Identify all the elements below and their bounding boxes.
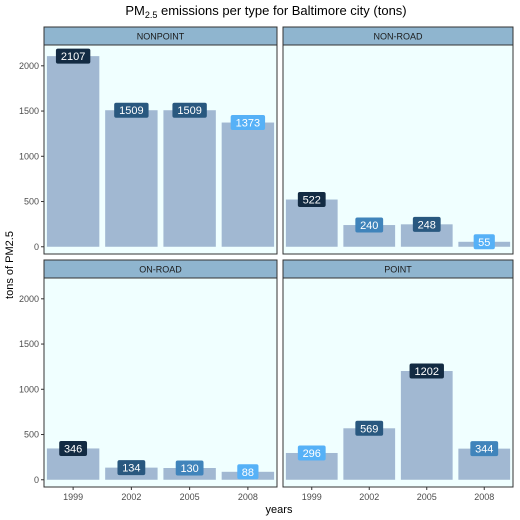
data-label-box xyxy=(470,441,499,457)
y-tick-label: 500 xyxy=(24,197,39,207)
data-label-box xyxy=(409,363,444,379)
data-label: 522 xyxy=(297,192,326,208)
data-label-box xyxy=(175,460,204,476)
data-label-text: 2107 xyxy=(61,51,85,63)
x-tick-label: 2002 xyxy=(359,492,379,502)
y-axis-title: tons of PM2.5 xyxy=(4,231,16,299)
x-tick-label: 2002 xyxy=(121,492,141,502)
facet-panel-nonpoint: NONPOINT 2107 1509 1509 1373 0 500 1000 1500 2000 xyxy=(19,26,278,255)
y-tick-label: 1000 xyxy=(19,151,39,161)
data-label: 130 xyxy=(175,460,204,476)
y-tick-label: 0 xyxy=(34,242,39,252)
y-tick-label: 2000 xyxy=(19,294,39,304)
y-tick-label: 500 xyxy=(24,430,39,440)
facet-panel-on-road: ON-ROAD 346 134 130 88 0 500 1000 1500 2000 1999 20… xyxy=(19,259,278,502)
y-tick-label: 1500 xyxy=(19,339,39,349)
data-label-text: 296 xyxy=(303,448,321,460)
data-label-box xyxy=(55,48,91,64)
facet-strip-label: ON-ROAD xyxy=(139,265,182,275)
facet-panels: NONPOINT 2107 1509 1509 1373 0 500 1000 1500 2000… xyxy=(19,26,514,502)
data-label: 134 xyxy=(117,460,146,476)
data-label-text: 134 xyxy=(122,463,140,475)
data-label-text: 130 xyxy=(180,463,198,475)
x-tick-label: 2005 xyxy=(180,492,200,502)
bar-non-road-1999 xyxy=(285,199,338,247)
data-label-box xyxy=(237,464,259,480)
data-label-text: 1509 xyxy=(119,105,143,117)
bar-nonpoint-1999 xyxy=(46,56,100,247)
x-tick-label: 2008 xyxy=(474,492,494,502)
data-label: 346 xyxy=(59,440,88,456)
data-label-box xyxy=(355,217,384,233)
x-tick-label: 1999 xyxy=(302,492,322,502)
facet-strip-label: NONPOINT xyxy=(137,32,185,42)
data-label: 55 xyxy=(473,234,495,250)
data-label-text: 1202 xyxy=(415,366,439,378)
x-axis-title: years xyxy=(266,504,293,516)
bar-nonpoint-2005 xyxy=(163,110,216,247)
panel-border xyxy=(282,277,514,488)
x-tick-label: 2005 xyxy=(417,492,437,502)
bar-point-2005 xyxy=(400,371,453,480)
chart-title: PM2.5 emissions per type for Baltimore c… xyxy=(125,3,406,20)
data-label: 88 xyxy=(237,464,259,480)
data-label-text: 88 xyxy=(242,467,254,479)
data-label-box xyxy=(412,216,441,232)
facet-panel-point: POINT 296 569 1202 344 1999 2002 2005 2008 xyxy=(282,259,514,502)
data-label: 2107 xyxy=(55,48,91,64)
data-label-box xyxy=(473,234,495,250)
data-label-text: 1509 xyxy=(177,105,201,117)
data-label-box xyxy=(172,102,207,118)
panel-border xyxy=(282,44,514,255)
data-label-box xyxy=(355,420,384,436)
panel-border xyxy=(43,277,278,488)
y-tick-label: 0 xyxy=(34,475,39,485)
data-label: 1202 xyxy=(409,363,444,379)
data-label: 344 xyxy=(470,441,499,457)
data-label: 248 xyxy=(412,216,441,232)
panel-border xyxy=(43,44,278,255)
facet-strip-label: POINT xyxy=(384,265,412,275)
x-tick-label: 2008 xyxy=(238,492,258,502)
bar-nonpoint-2002 xyxy=(105,110,158,247)
data-label: 569 xyxy=(355,420,384,436)
data-label-text: 55 xyxy=(478,237,490,249)
facet-panel-non-road: NON-ROAD 522 240 248 55 xyxy=(282,26,514,255)
data-label-box xyxy=(297,192,326,208)
data-label: 296 xyxy=(297,445,326,461)
data-label: 1509 xyxy=(114,102,149,118)
data-label-text: 248 xyxy=(418,219,436,231)
data-label-box xyxy=(114,102,149,118)
data-label-box xyxy=(230,115,266,131)
y-tick-label: 1500 xyxy=(19,106,39,116)
data-label-box xyxy=(297,445,326,461)
data-label-text: 1373 xyxy=(236,118,260,130)
data-label: 1509 xyxy=(172,102,207,118)
data-label-box xyxy=(59,440,88,456)
data-label-text: 240 xyxy=(360,220,378,232)
bar-point-2002 xyxy=(343,428,396,480)
data-label-box xyxy=(117,460,146,476)
y-tick-label: 2000 xyxy=(19,61,39,71)
data-label-text: 569 xyxy=(360,423,378,435)
x-tick-label: 1999 xyxy=(63,492,83,502)
data-label-text: 344 xyxy=(475,444,493,456)
data-label: 1373 xyxy=(230,115,266,131)
facet-strip-label: NON-ROAD xyxy=(374,32,423,42)
data-label-text: 522 xyxy=(303,195,321,207)
data-label-text: 346 xyxy=(64,443,82,455)
y-tick-label: 1000 xyxy=(19,384,39,394)
data-label: 240 xyxy=(355,217,384,233)
bar-nonpoint-2008 xyxy=(221,122,275,247)
